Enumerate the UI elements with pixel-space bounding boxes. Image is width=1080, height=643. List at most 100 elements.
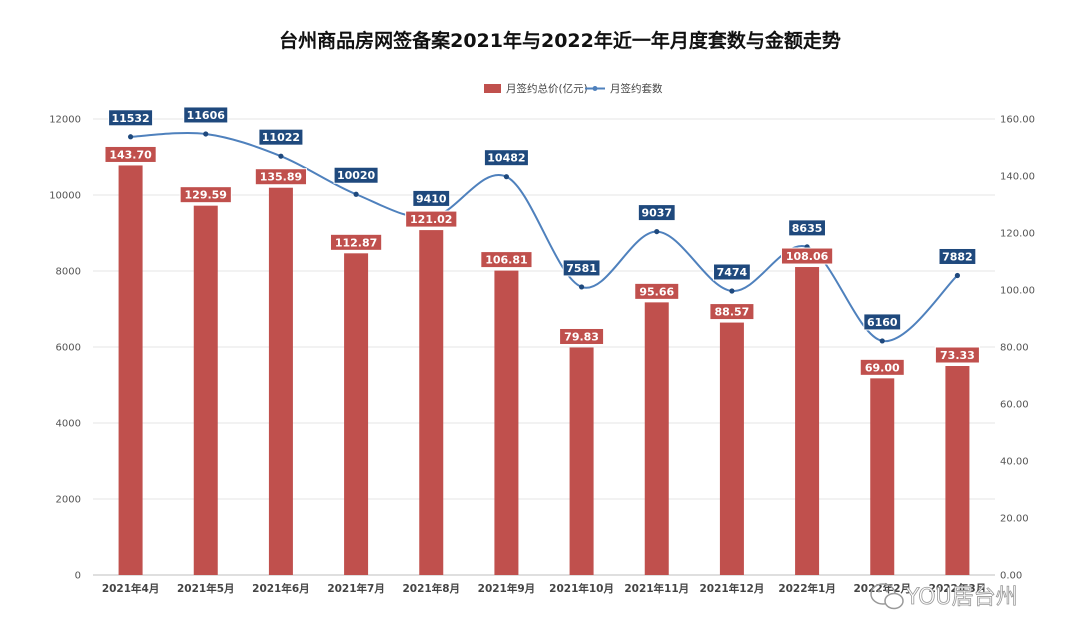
- bar: [118, 165, 143, 575]
- svg-text:11532: 11532: [111, 112, 149, 125]
- svg-text:121.02: 121.02: [410, 213, 452, 226]
- y-right-tick-label: 140.00: [1000, 172, 1035, 183]
- y-right-tick-label: 80.00: [1000, 343, 1029, 354]
- watermark-text: YOU居台州: [905, 585, 1018, 610]
- svg-text:7474: 7474: [717, 266, 748, 279]
- bar: [719, 322, 744, 575]
- y-left-tick-label: 12000: [49, 115, 81, 126]
- legend: 月签约总价(亿元) 月签约套数: [484, 82, 663, 95]
- chart-title: 台州商品房网签备案2021年与2022年近一年月度套数与金额走势: [279, 29, 841, 52]
- svg-text:69.00: 69.00: [865, 361, 900, 374]
- y-left-tick-label: 4000: [56, 419, 81, 430]
- bar: [494, 270, 519, 575]
- svg-text:11022: 11022: [262, 131, 300, 144]
- y-right-tick-label: 20.00: [1000, 514, 1029, 525]
- svg-text:73.33: 73.33: [940, 349, 975, 362]
- line-point: [503, 174, 510, 180]
- svg-text:135.89: 135.89: [260, 171, 302, 184]
- bar-data-label: 88.57: [709, 303, 755, 321]
- line-data-label: 11532: [108, 109, 154, 127]
- svg-text:6160: 6160: [867, 316, 898, 329]
- line-data-label: 11606: [183, 106, 229, 124]
- x-tick-label: 2021年11月: [624, 582, 689, 595]
- y-axis-right: 0.00 20.00 40.00 60.00 80.00 100.00 120.00 140.…: [1000, 115, 1035, 582]
- line-data-label: 9410: [412, 189, 451, 207]
- x-tick-label: 2021年4月: [102, 582, 160, 595]
- svg-text:9037: 9037: [641, 207, 672, 220]
- legend-bar-label: 月签约总价(亿元): [506, 82, 588, 95]
- x-tick-label: 2022年2月: [853, 582, 911, 595]
- bar: [945, 366, 970, 575]
- bar: [344, 253, 369, 575]
- bar: [268, 187, 293, 575]
- y-right-tick-label: 0.00: [1000, 571, 1022, 582]
- svg-text:11606: 11606: [187, 109, 226, 122]
- bar: [644, 302, 669, 575]
- svg-text:79.83: 79.83: [564, 330, 599, 343]
- line-point: [879, 338, 885, 344]
- line-series: [127, 131, 961, 344]
- y-right-tick-label: 100.00: [1000, 286, 1035, 297]
- bar-data-label: 79.83: [559, 327, 605, 345]
- y-left-tick-label: 10000: [49, 191, 81, 202]
- line-data-label: 9037: [637, 204, 676, 222]
- legend-line-marker: [592, 86, 598, 91]
- bar-data-label: 106.81: [480, 251, 533, 269]
- y-left-tick-label: 8000: [56, 267, 81, 278]
- line-data-labels: 11532 11606 11022 10020 9410 10482 7581 9037 747…: [108, 106, 977, 331]
- x-tick-label: 2021年6月: [252, 582, 310, 595]
- svg-text:9410: 9410: [416, 192, 447, 205]
- svg-text:108.06: 108.06: [786, 250, 829, 263]
- svg-text:8635: 8635: [792, 222, 823, 235]
- y-left-tick-label: 0: [75, 571, 81, 582]
- line-data-label: 10482: [483, 149, 529, 167]
- line-point: [203, 131, 209, 137]
- line-point: [353, 191, 359, 197]
- x-tick-label: 2021年9月: [478, 582, 536, 595]
- svg-text:95.66: 95.66: [639, 285, 674, 298]
- bar-data-label: 143.70: [104, 145, 157, 163]
- x-tick-label: 2021年7月: [327, 582, 385, 595]
- bar: [193, 205, 218, 575]
- x-tick-label: 2022年1月: [778, 582, 836, 595]
- watermark: YOU居台州: [870, 583, 1018, 610]
- y-right-tick-label: 40.00: [1000, 457, 1029, 468]
- y-right-tick-label: 120.00: [1000, 229, 1035, 240]
- legend-bar-swatch: [484, 84, 501, 93]
- line-data-label: 6160: [863, 313, 902, 331]
- bar: [569, 347, 594, 575]
- bar: [870, 378, 895, 575]
- bar: [419, 230, 444, 575]
- line-point: [954, 272, 961, 279]
- bar-data-labels: 143.70 129.59 135.89 112.87 121.02 106.81 79.8…: [104, 145, 980, 376]
- y-left-tick-label: 6000: [56, 343, 81, 354]
- svg-text:112.87: 112.87: [335, 236, 377, 249]
- line-point: [278, 153, 284, 159]
- x-tick-label: 2022年3月: [929, 582, 987, 595]
- svg-text:129.59: 129.59: [185, 189, 227, 202]
- line-point: [729, 288, 735, 294]
- bar-series: [118, 165, 970, 575]
- bar-data-label: 73.33: [934, 346, 980, 364]
- legend-line-label: 月签约套数: [610, 82, 663, 95]
- line-data-label: 7882: [938, 247, 977, 265]
- svg-text:10482: 10482: [487, 152, 525, 165]
- y-right-tick-label: 60.00: [1000, 400, 1029, 411]
- line-data-label: 10020: [333, 166, 379, 184]
- x-tick-label: 2021年5月: [177, 582, 235, 595]
- line-data-label: 8635: [788, 219, 826, 237]
- y-right-tick-label: 160.00: [1000, 115, 1035, 126]
- line-data-label: 7581: [562, 259, 601, 277]
- bar-data-label: 129.59: [179, 186, 232, 204]
- x-tick-label: 2021年8月: [402, 582, 460, 595]
- bar-data-label: 108.06: [780, 247, 834, 265]
- svg-text:7581: 7581: [566, 262, 597, 275]
- line-point: [127, 134, 134, 140]
- bar-data-label: 135.89: [254, 168, 308, 186]
- bar-data-label: 69.00: [859, 358, 905, 376]
- line-data-label: 7474: [713, 263, 751, 281]
- x-tick-label: 2021年12月: [699, 582, 764, 595]
- svg-text:106.81: 106.81: [485, 254, 527, 267]
